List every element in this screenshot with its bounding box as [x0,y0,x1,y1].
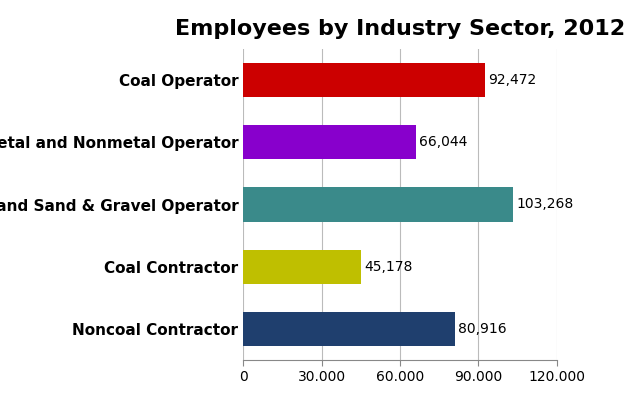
Bar [243,63,485,97]
Text: 92,472: 92,472 [488,73,536,87]
Bar [243,125,416,160]
Bar [243,249,361,284]
Bar [243,312,454,346]
Text: 66,044: 66,044 [419,135,467,149]
Text: 45,178: 45,178 [364,260,413,274]
Text: 80,916: 80,916 [458,322,506,336]
Text: 103,268: 103,268 [516,198,573,211]
Bar [243,187,513,222]
Title: Employees by Industry Sector, 2012: Employees by Industry Sector, 2012 [175,19,625,39]
